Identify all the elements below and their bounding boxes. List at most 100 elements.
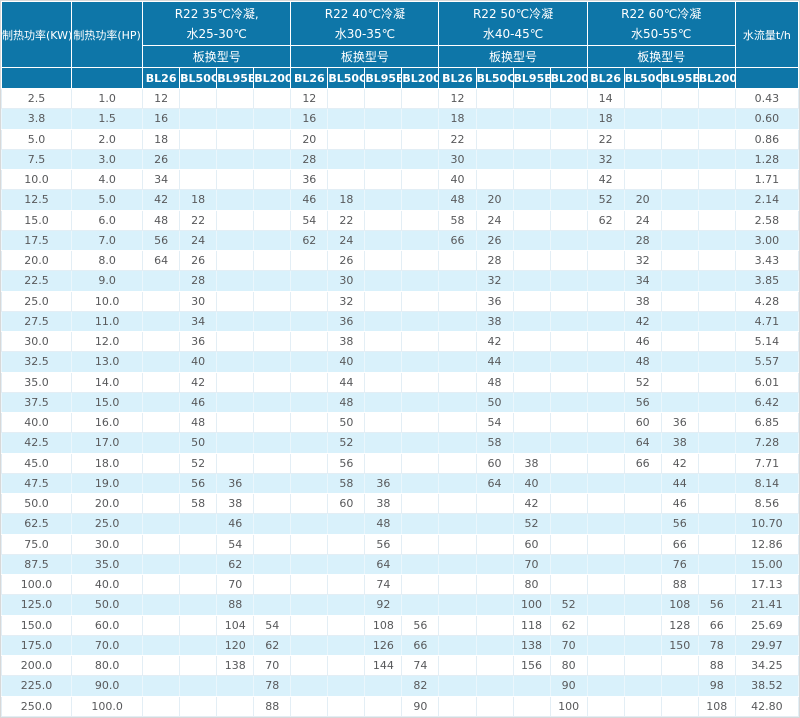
cell-model-group4-bl26	[586, 432, 625, 454]
cell-model-group3-bl50c	[475, 148, 514, 171]
cell-heating-power-hp: 7.0	[71, 229, 144, 252]
cell-model-group2-bl95b: 48	[364, 513, 403, 535]
cell-model-group1-bl95b	[216, 351, 255, 373]
cell-model-group1-bl50c: 18	[179, 189, 218, 211]
cell-model-group1-bl95b	[216, 695, 255, 717]
cell-model-group3-bl200	[549, 452, 588, 474]
table-row: 12.5 5.0 42 18 46 18 48 20 52 20 2.14	[1, 189, 799, 211]
cell-model-group3-bl95b: 52	[512, 513, 551, 535]
cell-water-flow: 7.71	[734, 452, 799, 474]
cell-model-group1-bl50c: 42	[179, 371, 218, 393]
cell-model-group3-bl50c	[475, 513, 514, 535]
cell-model-group1-bl50c	[179, 108, 218, 130]
cell-model-group3-bl26	[438, 594, 477, 616]
cell-model-group4-bl26: 32	[586, 148, 625, 171]
cell-water-flow: 17.13	[734, 573, 799, 596]
cell-water-flow: 38.52	[734, 675, 799, 697]
cell-heating-power-hp: 10.0	[71, 290, 144, 312]
cell-model-group1-bl26	[142, 573, 181, 596]
cell-model-group2-bl26: 12	[290, 87, 329, 110]
cell-model-group4-bl95b	[660, 108, 699, 130]
cell-model-group4-bl26	[586, 330, 625, 353]
cell-model-group3-bl95b	[512, 108, 551, 130]
cell-heating-power-hp: 18.0	[71, 452, 144, 474]
cell-water-flow: 1.71	[734, 168, 799, 191]
cell-water-flow: 4.28	[734, 290, 799, 312]
cell-model-group4-bl95b	[660, 249, 699, 272]
cell-model-group2-bl200	[401, 168, 440, 191]
cell-model-group3-bl200	[549, 391, 588, 414]
cell-water-flow: 1.28	[734, 148, 799, 171]
cell-model-group1-bl200	[253, 432, 292, 454]
cell-model-group2-bl95b: 144	[364, 654, 403, 677]
cell-water-flow: 42.80	[734, 695, 799, 717]
cell-model-group3-bl50c	[475, 108, 514, 130]
header-model-bl26: BL26	[438, 67, 477, 89]
cell-model-group2-bl50c: 18	[327, 189, 366, 211]
cell-model-group3-bl26	[438, 472, 477, 495]
cell-model-group2-bl200	[401, 310, 440, 333]
cell-model-group1-bl26	[142, 310, 181, 333]
cell-model-group2-bl26	[290, 249, 329, 272]
table-row: 3.8 1.5 16 16 18 18 0.60	[1, 108, 799, 130]
cell-model-group2-bl200	[401, 513, 440, 535]
cell-model-group3-bl50c	[475, 168, 514, 191]
header-model-label-2: 板换型号	[290, 45, 440, 68]
header-model-bl50c: BL50C	[327, 67, 366, 89]
cell-model-group1-bl200	[253, 351, 292, 373]
cell-model-group3-bl95b	[512, 290, 551, 312]
table-row: 100.0 40.0 70 74 80 88 17.13	[1, 573, 799, 596]
cell-model-group1-bl95b	[216, 452, 255, 474]
cell-heating-power-kw: 175.0	[1, 634, 73, 657]
cell-heating-power-hp: 2.0	[71, 128, 144, 150]
cell-model-group1-bl50c: 40	[179, 351, 218, 373]
cell-model-group1-bl200	[253, 290, 292, 312]
cell-model-group4-bl95b: 56	[660, 513, 699, 535]
cell-model-group3-bl95b	[512, 695, 551, 717]
cell-model-group1-bl95b	[216, 168, 255, 191]
cell-model-group1-bl200	[253, 108, 292, 130]
table-row: 2.5 1.0 12 12 12 14 0.43	[1, 87, 799, 110]
table-row: 20.0 8.0 64 26 26 28 32 3.43	[1, 249, 799, 272]
cell-model-group4-bl26	[586, 594, 625, 616]
cell-model-group1-bl95b: 88	[216, 594, 255, 616]
cell-water-flow: 21.41	[734, 594, 799, 616]
cell-model-group2-bl95b	[364, 148, 403, 171]
cell-model-group1-bl95b: 120	[216, 634, 255, 657]
cell-heating-power-hp: 35.0	[71, 553, 144, 576]
cell-model-group1-bl50c: 56	[179, 472, 218, 495]
table-row: 7.5 3.0 26 28 30 32 1.28	[1, 148, 799, 171]
cell-model-group1-bl50c: 58	[179, 492, 218, 515]
cell-model-group1-bl50c: 52	[179, 452, 218, 474]
cell-water-flow: 25.69	[734, 614, 799, 636]
cell-model-group3-bl200	[549, 249, 588, 272]
cell-model-group3-bl50c: 24	[475, 209, 514, 231]
cell-model-group4-bl26	[586, 411, 625, 434]
cell-model-group4-bl95b	[660, 270, 699, 292]
cell-heating-power-hp: 5.0	[71, 189, 144, 211]
cell-model-group2-bl26	[290, 695, 329, 717]
cell-model-group1-bl26	[142, 513, 181, 535]
cell-model-group4-bl26	[586, 573, 625, 596]
cell-model-group4-bl26: 62	[586, 209, 625, 231]
cell-model-group2-bl200	[401, 472, 440, 495]
cell-model-group3-bl95b	[512, 209, 551, 231]
cell-model-group3-bl50c	[475, 553, 514, 576]
cell-model-group4-bl200	[697, 128, 736, 150]
cell-model-group4-bl95b: 38	[660, 432, 699, 454]
cell-model-group4-bl200	[697, 148, 736, 171]
cell-model-group4-bl26	[586, 310, 625, 333]
cell-heating-power-hp: 25.0	[71, 513, 144, 535]
cell-model-group2-bl26	[290, 290, 329, 312]
table-row: 22.5 9.0 28 30 32 34 3.85	[1, 270, 799, 292]
cell-model-group2-bl26	[290, 533, 329, 555]
cell-model-group2-bl50c	[327, 573, 366, 596]
cell-model-group3-bl95b	[512, 148, 551, 171]
cell-model-group3-bl95b	[512, 189, 551, 211]
cell-model-group3-bl26: 58	[438, 209, 477, 231]
cell-model-group4-bl26	[586, 634, 625, 657]
cell-heating-power-hp: 40.0	[71, 573, 144, 596]
cell-model-group2-bl200: 56	[401, 614, 440, 636]
cell-model-group2-bl95b: 108	[364, 614, 403, 636]
cell-water-flow: 2.14	[734, 189, 799, 211]
